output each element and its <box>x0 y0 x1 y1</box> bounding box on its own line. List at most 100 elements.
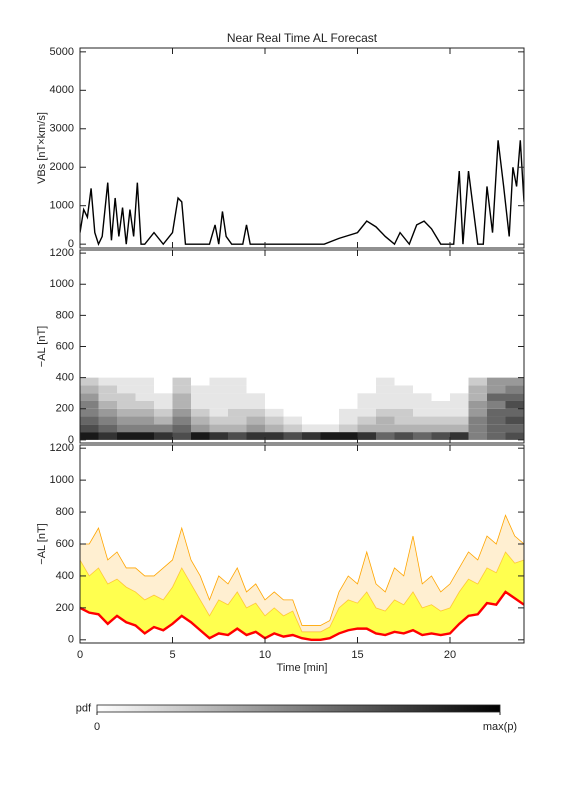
pdf-cell <box>320 424 339 433</box>
pdf-cell <box>487 432 506 440</box>
pdf-cell <box>246 424 265 433</box>
pdf-cell <box>320 400 339 409</box>
chart-title: Near Real Time AL Forecast <box>227 31 378 45</box>
pdf-cell <box>246 416 265 425</box>
pdf-cell <box>468 377 487 386</box>
pdf-cell <box>339 432 358 440</box>
pdf-cell <box>487 424 506 433</box>
pdf-cell <box>283 424 302 433</box>
pdf-cell <box>450 424 469 433</box>
pdf-cell <box>135 416 154 425</box>
pdf-cell <box>357 400 376 409</box>
y-tick-label: 1000 <box>50 278 74 290</box>
y-tick-label: 800 <box>56 506 74 518</box>
pdf-cell <box>394 416 413 425</box>
panel-frame <box>79 47 525 249</box>
pdf-cell <box>357 385 376 394</box>
pdf-cell <box>209 400 228 409</box>
y-tick-label: 600 <box>56 340 74 352</box>
pdf-cell <box>154 416 173 425</box>
pdf-cell <box>487 400 506 409</box>
y-tick-label: 200 <box>56 602 74 614</box>
pdf-cell <box>98 400 117 409</box>
y-axis-label: −AL [nT] <box>36 523 48 564</box>
y-tick-label: 0 <box>68 634 74 646</box>
pdf-cell <box>505 400 524 409</box>
pdf-cell <box>339 385 358 394</box>
pdf-cell <box>246 432 265 440</box>
pdf-cell <box>487 416 506 425</box>
pdf-cell <box>246 408 265 417</box>
pdf-cell <box>191 385 210 394</box>
pdf-cell <box>191 400 210 409</box>
pdf-cell <box>450 408 469 417</box>
pdf-cell <box>265 416 284 425</box>
pdf-cell <box>302 400 321 409</box>
pdf-cell <box>191 432 210 440</box>
y-tick-label: 400 <box>56 372 74 384</box>
pdf-cell <box>487 393 506 401</box>
pdf-cell <box>413 400 432 409</box>
pdf-cell <box>135 377 154 386</box>
y-tick-label: 600 <box>56 538 74 550</box>
pdf-cell <box>283 385 302 394</box>
pdf-cell <box>413 377 432 386</box>
pdf-cell <box>339 408 358 417</box>
pdf-cell <box>357 416 376 425</box>
pdf-cell <box>117 385 136 394</box>
pdf-cell <box>228 377 247 386</box>
pdf-cell <box>80 400 99 409</box>
pdf-cell <box>339 377 358 386</box>
pdf-cell <box>413 416 432 425</box>
pdf-cell <box>172 377 191 386</box>
pdf-cell <box>209 424 228 433</box>
pdf-cell <box>265 400 284 409</box>
pdf-cell <box>98 377 117 386</box>
pdf-cell <box>468 416 487 425</box>
pdf-cell <box>172 432 191 440</box>
pdf-cell <box>376 393 395 401</box>
pdf-cell <box>487 377 506 386</box>
x-tick-label: 0 <box>77 649 83 661</box>
pdf-cell <box>468 432 487 440</box>
pdf-cell <box>320 377 339 386</box>
pdf-cell <box>413 385 432 394</box>
pdf-cell <box>117 432 136 440</box>
pdf-cell <box>98 385 117 394</box>
pdf-cell <box>265 393 284 401</box>
y-tick-label: 1200 <box>50 442 74 454</box>
pdf-cell <box>413 432 432 440</box>
pdf-cell <box>228 385 247 394</box>
pdf-cell <box>135 393 154 401</box>
pdf-cell <box>265 377 284 386</box>
pdf-cell <box>117 400 136 409</box>
pdf-cell <box>339 416 358 425</box>
pdf-cell <box>265 432 284 440</box>
y-tick-label: 5000 <box>50 46 74 58</box>
pdf-cell <box>154 424 173 433</box>
pdf-cell <box>135 424 154 433</box>
x-tick-label: 20 <box>444 649 456 661</box>
band-fill <box>80 551 524 640</box>
pdf-cell <box>394 377 413 386</box>
pdf-cell <box>505 416 524 425</box>
pdf-cell <box>246 393 265 401</box>
vbs-line <box>80 140 524 247</box>
pdf-cell <box>413 393 432 401</box>
pdf-cell <box>117 424 136 433</box>
pdf-cell <box>302 416 321 425</box>
pdf-cell <box>357 408 376 417</box>
pdf-cell <box>431 393 450 401</box>
pdf-cell <box>468 408 487 417</box>
pdf-cell <box>339 424 358 433</box>
pdf-cell <box>246 385 265 394</box>
pdf-cell <box>117 416 136 425</box>
y-tick-label: 2000 <box>50 161 74 173</box>
pdf-cell <box>191 424 210 433</box>
pdf-cell <box>98 424 117 433</box>
pdf-cell <box>450 416 469 425</box>
pdf-cell <box>302 393 321 401</box>
pdf-cell <box>135 400 154 409</box>
pdf-cell <box>80 377 99 386</box>
